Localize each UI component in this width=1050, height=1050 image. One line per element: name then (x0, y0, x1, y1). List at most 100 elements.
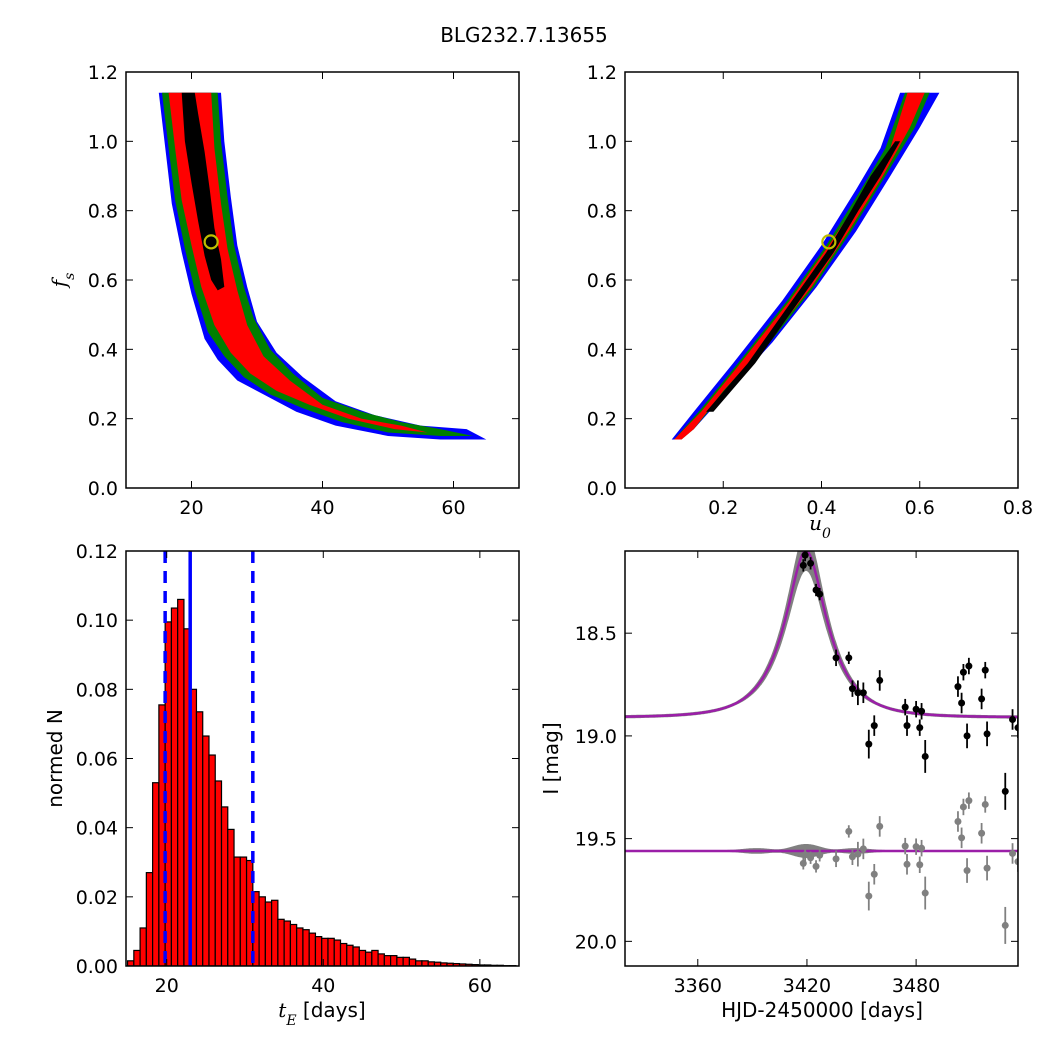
x-tick-label: 3420 (783, 975, 831, 997)
residual-point (903, 860, 911, 868)
data-point (983, 730, 991, 738)
y-tick-label: 0.00 (76, 956, 118, 978)
confidence-region-3sigma (674, 92, 930, 440)
histogram-bar (227, 828, 235, 966)
histogram-bar (358, 949, 367, 966)
histogram-bar (314, 936, 323, 966)
data-point (959, 668, 967, 676)
histogram-bar (133, 949, 141, 966)
axes-frame (624, 550, 1019, 967)
data-point (954, 683, 962, 691)
y-tick-label: 0.0 (587, 478, 617, 500)
histogram-bar (383, 955, 392, 966)
confidence-region-2sigma (674, 92, 925, 440)
residual-point (807, 854, 815, 862)
residual-point (832, 855, 840, 863)
histogram-bar (308, 932, 317, 966)
residual-point (1009, 849, 1017, 857)
best-fit-marker (203, 234, 219, 250)
residual-point (865, 892, 873, 900)
confidence-regions (671, 92, 940, 440)
histogram-bar (415, 960, 423, 966)
y-tick-label: 19.0 (575, 726, 617, 748)
histogram-bar (277, 918, 285, 966)
histogram-bar (214, 780, 223, 966)
histogram-bar (239, 856, 248, 966)
y-tick-label: 0.06 (76, 749, 118, 771)
histogram-bar (296, 927, 304, 966)
data-point (916, 724, 924, 732)
histogram-bar (220, 806, 229, 966)
histogram-bar (264, 901, 273, 966)
residual-point (854, 850, 862, 858)
confidence-region-2sigma (168, 92, 428, 433)
y-tick-label: 0.02 (76, 887, 118, 909)
y-tick-label: 0.2 (587, 409, 617, 431)
data-point (801, 551, 809, 559)
histogram-bar (152, 782, 160, 966)
y-tick-label: 20.0 (575, 931, 617, 953)
y-axis-label: fs (47, 273, 78, 290)
data-point (965, 662, 973, 670)
y-tick-label: 1.0 (587, 131, 617, 153)
panel-fs-vs-tE: 20 40 60 0.0 0.2 0.4 0.6 0.8 1.0 1.2 fs (47, 62, 520, 519)
panel-fs-vs-u0: 0.2 0.4 0.6 0.8 0.0 0.2 0.4 0.6 0.8 1.0 1.2 u0 (587, 62, 1033, 542)
histogram-bar (271, 899, 279, 966)
y-tick-label: 1.0 (88, 131, 118, 153)
residual-point (870, 870, 878, 878)
y-tick-label: 19.5 (575, 829, 617, 851)
histogram-bar (170, 607, 179, 966)
data-point (918, 707, 926, 715)
histogram-bar (139, 927, 147, 966)
y-axis-label: normed N (43, 709, 67, 808)
histogram-bar (333, 939, 342, 966)
y-tick-label: 0.6 (587, 270, 617, 292)
histogram-bar (258, 896, 266, 966)
histogram-bar (352, 946, 360, 966)
residual-point (954, 817, 962, 825)
x-tick-label: 20 (179, 497, 203, 519)
x-tick-label: 60 (468, 975, 492, 997)
residual-point (848, 853, 856, 861)
residual-point (978, 829, 986, 837)
data-point (978, 695, 986, 703)
residual-point (983, 864, 991, 872)
data-point (854, 689, 862, 697)
residual-point (816, 851, 824, 859)
light-curve-plot (625, 551, 1018, 944)
data-point (958, 699, 966, 707)
data-point (912, 705, 920, 713)
x-tick-label: 0.8 (1003, 497, 1033, 519)
histogram-bar (371, 949, 379, 966)
y-tick-label: 18.5 (575, 623, 617, 645)
residual-point (963, 867, 971, 875)
residual-point (921, 889, 929, 897)
residual-point (801, 851, 809, 859)
histogram-bar (208, 754, 216, 966)
model-curve (625, 551, 1018, 719)
data-point (816, 590, 824, 598)
histogram-bar (327, 937, 335, 966)
x-tick-label: 40 (310, 497, 334, 519)
histogram-bar (289, 923, 298, 966)
histogram-bar (364, 951, 373, 966)
data-point (845, 654, 853, 662)
y-tick-label: 0.8 (587, 201, 617, 223)
data-point (1014, 724, 1018, 732)
best-fit-marker (821, 234, 837, 250)
residual-point (916, 861, 924, 869)
data-point (1001, 787, 1009, 795)
panel-tE-histogram: 20 40 60 0.00 0.02 0.04 0.06 0.08 0.10 0.12 normed… (43, 541, 520, 1029)
histogram-bar (195, 711, 204, 966)
y-tick-label: 0.04 (76, 818, 118, 840)
data-point (903, 722, 911, 730)
residual-point (799, 859, 807, 867)
residual-point (901, 842, 909, 850)
residual-point (1001, 921, 1009, 929)
data-point (901, 703, 909, 711)
x-tick-label: 0.6 (905, 497, 935, 519)
y-tick-label: 0.8 (88, 201, 118, 223)
data-point (859, 689, 867, 697)
x-tick-label: 0.2 (708, 497, 738, 519)
